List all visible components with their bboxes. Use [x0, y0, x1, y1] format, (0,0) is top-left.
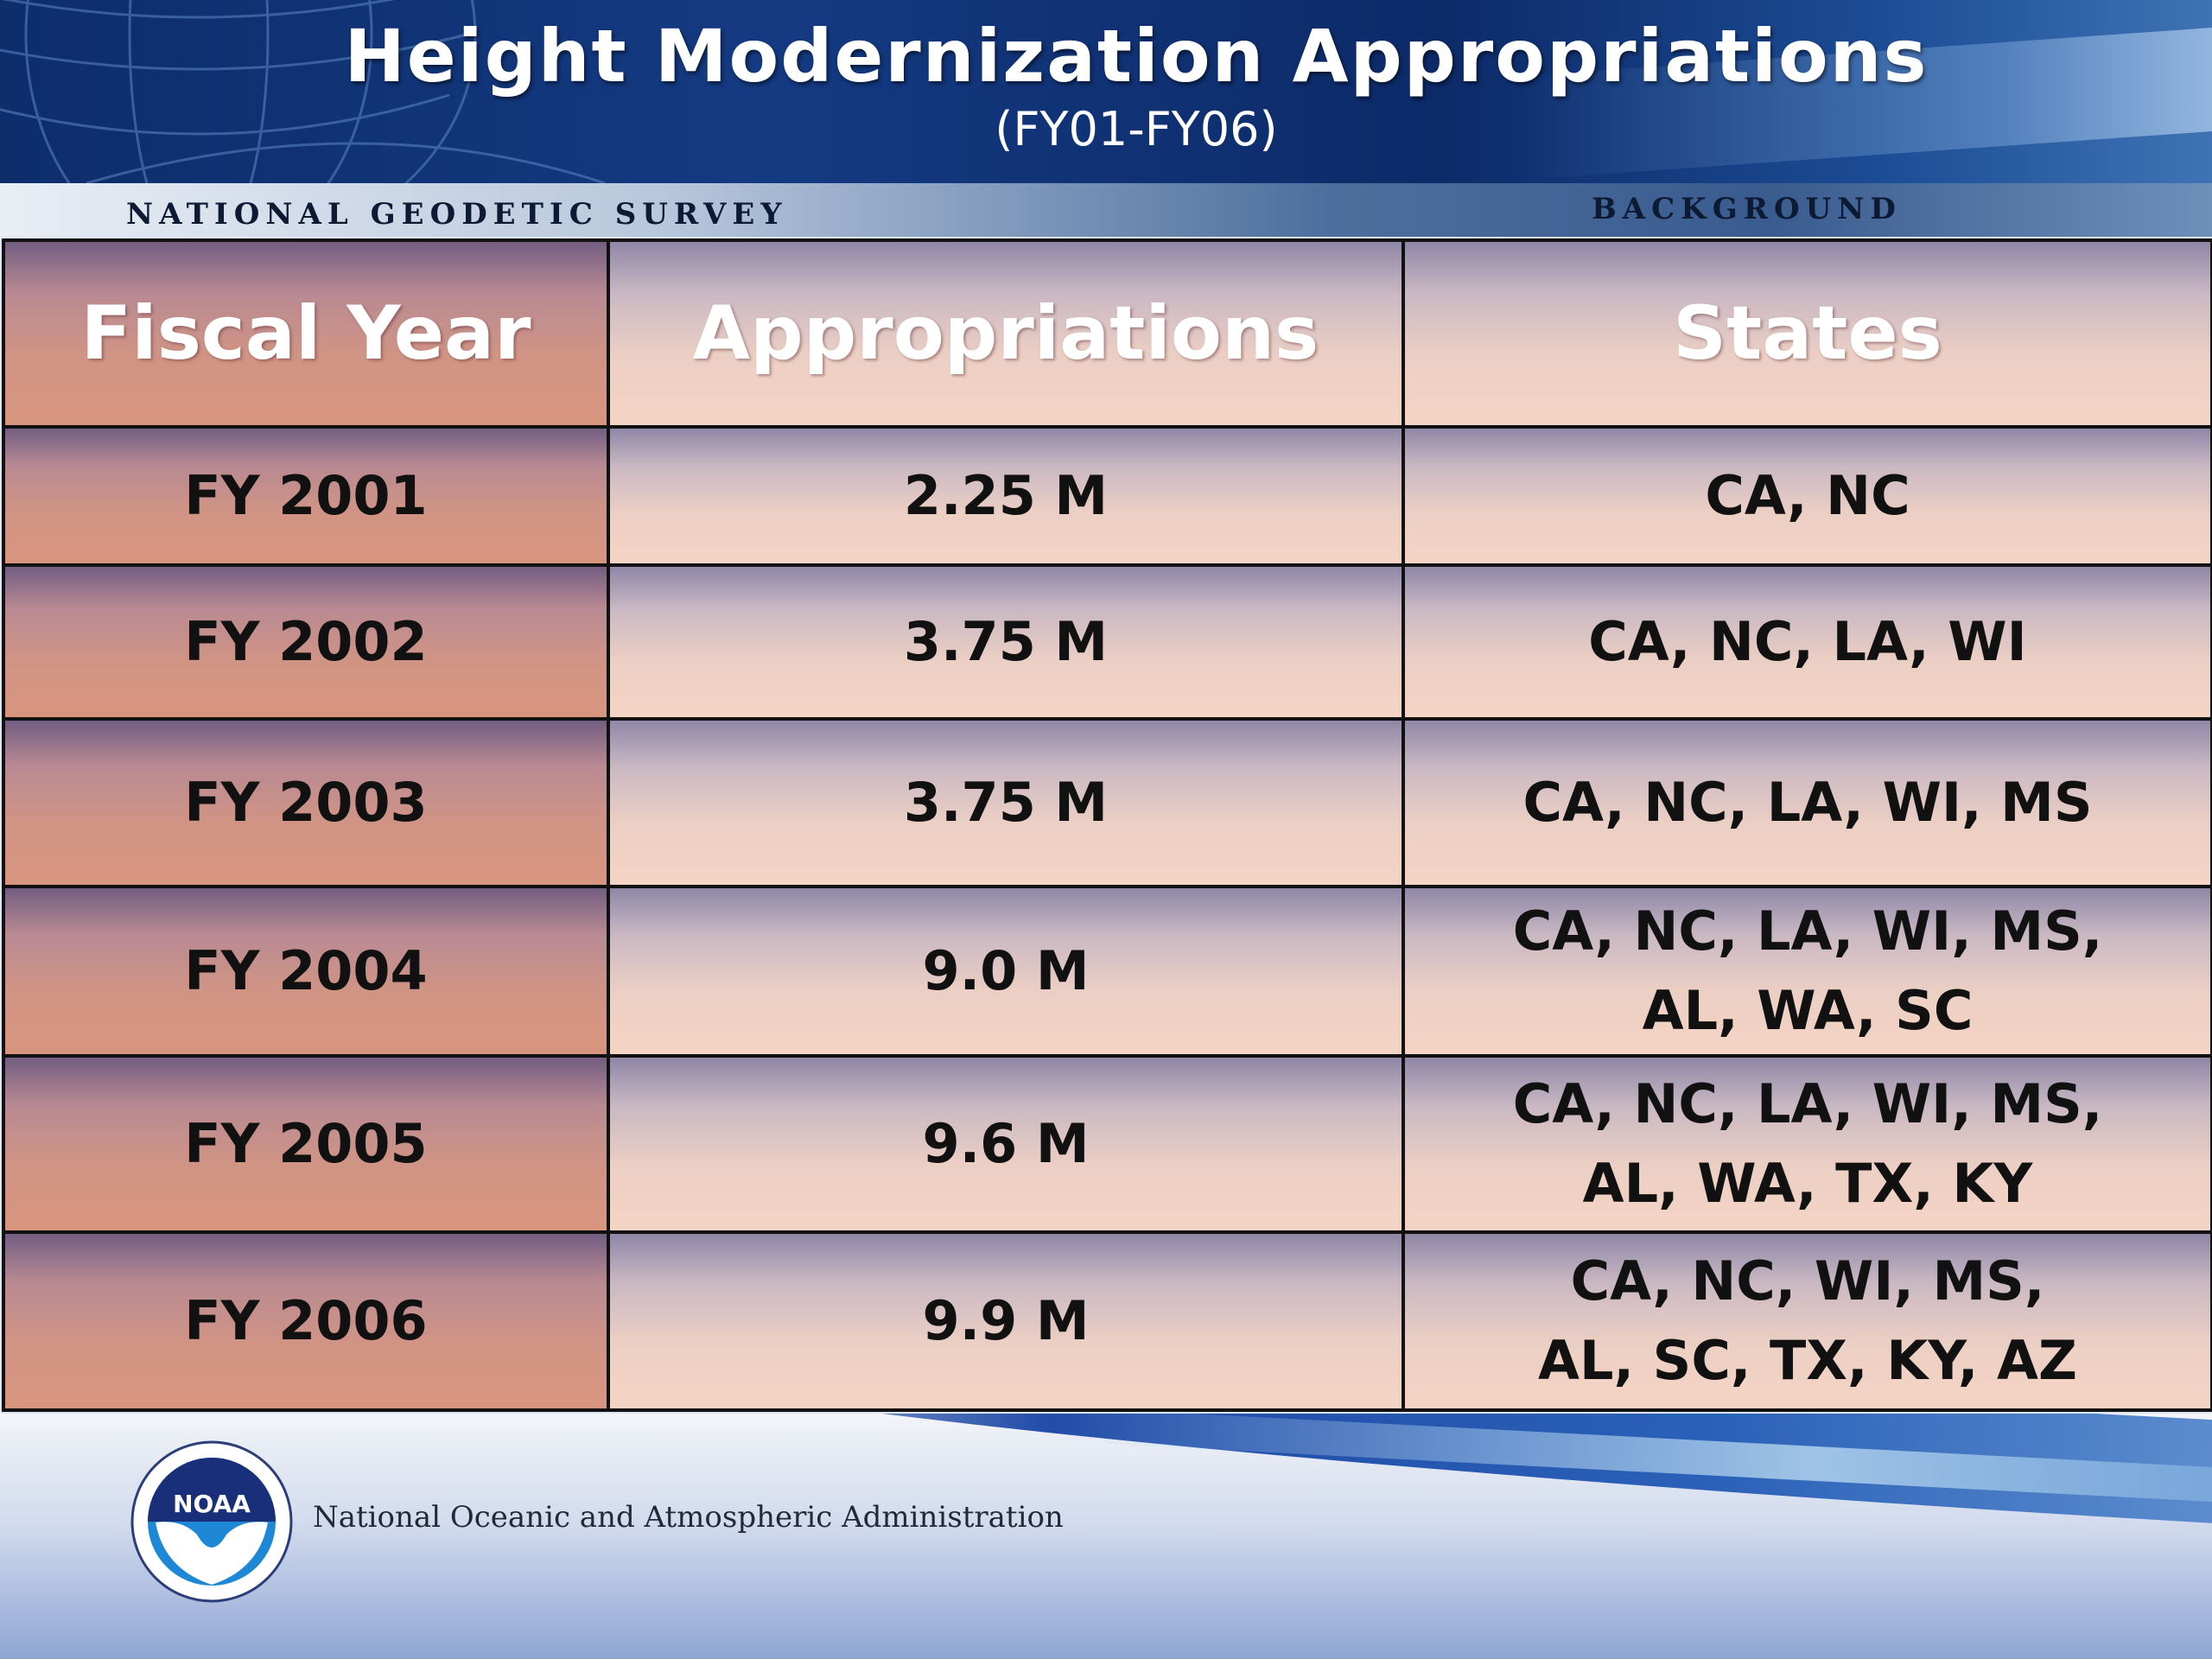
- states-line: CA, NC, LA, WI, MS,: [1512, 899, 2103, 963]
- page-title: Height Modernization Appropriations: [344, 14, 1929, 99]
- section-label: BACKGROUND: [1592, 192, 1902, 226]
- table-row: FY 2005 9.6 M CA, NC, LA, WI, MS, AL, WA…: [2, 1054, 2212, 1234]
- states-line: AL, WA, TX, KY: [1582, 1152, 2033, 1215]
- fiscal-year-cell: FY 2004: [2, 885, 610, 1058]
- appropriations-table: Fiscal Year Appropriations States FY 200…: [2, 238, 2212, 1412]
- fiscal-year-cell: FY 2002: [2, 563, 610, 721]
- states-line: CA, NC, LA, WI, MS,: [1512, 1072, 2103, 1135]
- states-line: CA, NC, WI, MS,: [1570, 1249, 2045, 1313]
- table-row: FY 2006 9.9 M CA, NC, WI, MS, AL, SC, TX…: [2, 1230, 2212, 1412]
- appropriation-cell: 9.9 M: [607, 1230, 1405, 1412]
- header-banner: Height Modernization Appropriations (FY0…: [0, 0, 2212, 183]
- table-header-row: Fiscal Year Appropriations States: [2, 238, 2212, 429]
- appropriation-cell: 2.25 M: [607, 425, 1405, 567]
- states-line: CA, NC: [1705, 464, 1910, 527]
- noaa-logo-text: NOAA: [173, 1490, 251, 1518]
- appropriation-cell: 9.0 M: [607, 885, 1405, 1058]
- footer-banner: NOAA National Oceanic and Atmospheric Ad…: [0, 1414, 2212, 1659]
- states-line: CA, NC, LA, WI: [1588, 610, 2027, 673]
- appropriation-cell: 9.6 M: [607, 1054, 1405, 1234]
- column-header-appropriations: Appropriations: [607, 238, 1405, 429]
- states-line: AL, SC, TX, KY, AZ: [1538, 1329, 2077, 1392]
- states-cell: CA, NC, WI, MS, AL, SC, TX, KY, AZ: [1402, 1230, 2212, 1412]
- states-cell: CA, NC: [1402, 425, 2212, 567]
- states-cell: CA, NC, LA, WI: [1402, 563, 2212, 721]
- noaa-logo-icon: NOAA: [130, 1440, 293, 1603]
- column-header-fiscal-year: Fiscal Year: [2, 238, 610, 429]
- states-cell: CA, NC, LA, WI, MS, AL, WA, SC: [1402, 885, 2212, 1058]
- fiscal-year-cell: FY 2006: [2, 1230, 610, 1412]
- table-row: FY 2002 3.75 M CA, NC, LA, WI: [2, 563, 2212, 721]
- fiscal-year-cell: FY 2003: [2, 717, 610, 888]
- fiscal-year-cell: FY 2005: [2, 1054, 610, 1234]
- states-line: AL, WA, SC: [1642, 979, 1974, 1042]
- appropriation-cell: 3.75 M: [607, 717, 1405, 888]
- appropriation-cell: 3.75 M: [607, 563, 1405, 721]
- table-row: FY 2003 3.75 M CA, NC, LA, WI, MS: [2, 717, 2212, 888]
- organization-name: National Oceanic and Atmospheric Adminis…: [313, 1500, 1064, 1535]
- states-line: CA, NC, LA, WI, MS: [1522, 771, 2093, 834]
- fiscal-year-cell: FY 2001: [2, 425, 610, 567]
- agency-label: NATIONAL GEODETIC SURVEY: [126, 197, 788, 232]
- section-band: NATIONAL GEODETIC SURVEY BACKGROUND: [0, 183, 2212, 237]
- page-subtitle: (FY01-FY06): [995, 102, 1278, 156]
- states-cell: CA, NC, LA, WI, MS: [1402, 717, 2212, 888]
- column-header-states: States: [1402, 238, 2212, 429]
- globe-grid-decoration: [0, 0, 606, 183]
- table-row: FY 2004 9.0 M CA, NC, LA, WI, MS, AL, WA…: [2, 885, 2212, 1058]
- table-row: FY 2001 2.25 M CA, NC: [2, 425, 2212, 567]
- states-cell: CA, NC, LA, WI, MS, AL, WA, TX, KY: [1402, 1054, 2212, 1234]
